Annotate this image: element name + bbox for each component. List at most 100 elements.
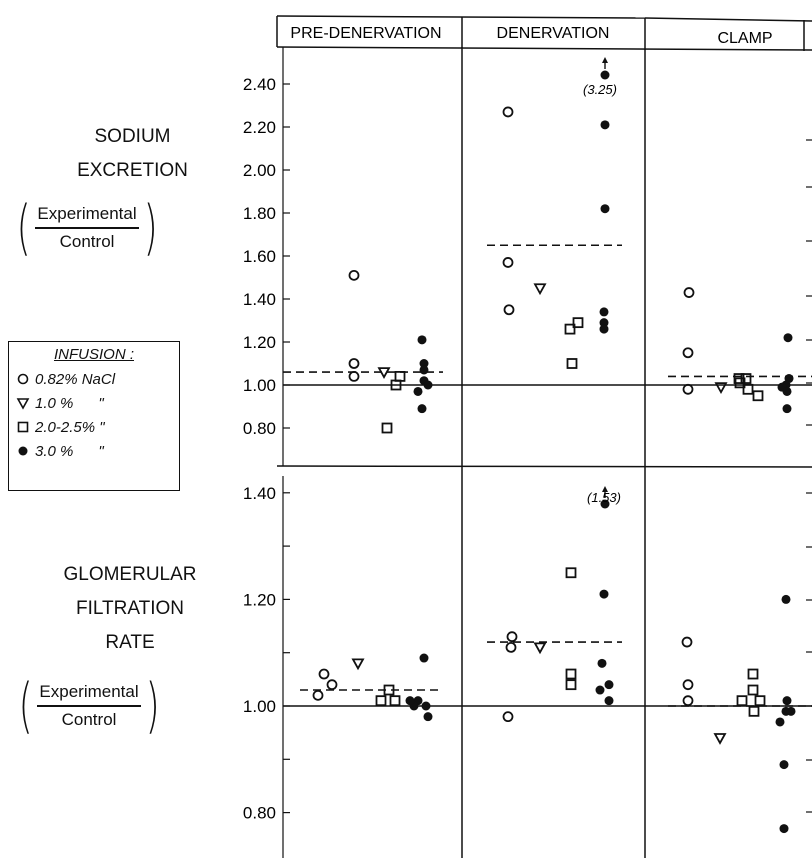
group-headers: PRE-DENERVATION DENERVATION CLAMP bbox=[290, 25, 772, 47]
data-point-open-circle bbox=[348, 358, 360, 369]
data-point-filled-circle bbox=[419, 365, 429, 375]
y-tick-label: 1.00 bbox=[243, 376, 276, 395]
gfr-label-line3: RATE bbox=[105, 632, 155, 653]
left-paren: ( bbox=[16, 193, 31, 263]
data-point-open-circle bbox=[682, 347, 694, 359]
legend-label: 2.0-2.5% " bbox=[35, 418, 105, 436]
right-paren: ) bbox=[143, 193, 158, 263]
data-point-open-circle bbox=[348, 370, 360, 382]
data-point-filled-circle bbox=[423, 380, 433, 390]
header-border bbox=[276, 46, 812, 51]
sodium-excretion-label: SODIUM EXCRETION bbox=[40, 122, 225, 186]
open-square-icon bbox=[17, 421, 29, 433]
data-point-open-square bbox=[736, 695, 748, 707]
gfr-label-line1: GLOMERULAR bbox=[63, 564, 197, 585]
data-point-open-circle bbox=[682, 383, 694, 395]
sodium-label-line1: SODIUM bbox=[94, 126, 171, 147]
annotation-gfr-153: (1.53) bbox=[587, 490, 621, 505]
header-border bbox=[644, 17, 812, 22]
annotations: (3.25) (1.53) bbox=[583, 82, 621, 505]
data-point-filled-circle bbox=[783, 333, 793, 343]
y-tick-label: 1.20 bbox=[243, 590, 276, 609]
panel-frame bbox=[276, 15, 812, 858]
legend-label: 1.0 % " bbox=[35, 394, 104, 412]
data-point-filled-circle bbox=[782, 404, 792, 414]
data-point-filled-circle bbox=[417, 335, 427, 345]
data-point-open-square bbox=[565, 567, 577, 579]
data-point-open-square bbox=[747, 668, 759, 680]
data-point-filled-circle bbox=[419, 359, 429, 368]
y-tick-label: 0.80 bbox=[243, 804, 276, 823]
y-tick-label: 1.00 bbox=[243, 697, 276, 716]
header-denervation: DENERVATION bbox=[497, 25, 610, 42]
legend-item: 3.0 % " bbox=[15, 439, 173, 463]
ylabel-denominator: Control bbox=[61, 710, 117, 729]
legend-label: 0.82% NaCl bbox=[35, 370, 116, 388]
off-scale-arrowhead bbox=[602, 486, 608, 492]
data-point-open-circle bbox=[682, 679, 694, 691]
data-point-open-square bbox=[748, 705, 760, 717]
legend-label: 3.0 % " bbox=[35, 442, 104, 460]
data-point-open-square bbox=[747, 684, 759, 696]
data-point-open-circle bbox=[681, 636, 693, 648]
data-point-filled-circle bbox=[599, 307, 609, 317]
legend-item: 2.0-2.5% " bbox=[15, 415, 173, 439]
data-point-filled-circle bbox=[599, 318, 609, 328]
data-point-open-square bbox=[565, 668, 577, 680]
data-point-open-circle bbox=[502, 106, 514, 118]
data-point-open-square bbox=[752, 390, 764, 402]
data-point-filled-circle bbox=[597, 658, 607, 668]
data-point-filled-circle bbox=[599, 589, 609, 599]
open-circle-icon bbox=[17, 373, 29, 385]
data-point-filled-circle bbox=[604, 696, 614, 706]
data-point-filled-circle bbox=[786, 706, 796, 716]
y-tick-label: 1.20 bbox=[243, 333, 276, 352]
data-point-open-circle bbox=[326, 679, 338, 691]
data-point-filled-circle bbox=[779, 824, 789, 834]
data-point-open-square bbox=[564, 323, 576, 335]
sodium-label-line2: EXCRETION bbox=[77, 160, 188, 181]
data-point-open-square bbox=[566, 358, 578, 369]
data-point-open-circle bbox=[318, 668, 330, 680]
y-axis-sodium: 2.40 2.20 2.00 1.80 1.60 1.40 1.20 1.00 0.80 bbox=[243, 75, 290, 438]
data-point-filled-circle bbox=[405, 696, 415, 706]
data-point-filled-circle bbox=[779, 760, 789, 770]
left-paren: ( bbox=[18, 671, 33, 741]
data-point-open-triangle bbox=[377, 367, 391, 379]
data-point-open-circle bbox=[502, 711, 514, 723]
y-tick-label: 2.20 bbox=[243, 118, 276, 137]
y-tick-label: 1.40 bbox=[243, 290, 276, 309]
ylabel-numerator: Experimental bbox=[37, 682, 141, 707]
data-point-open-circle bbox=[505, 641, 517, 653]
panel-separator bbox=[276, 465, 812, 468]
data-point-open-circle bbox=[348, 269, 360, 281]
y-tick-label: 2.40 bbox=[243, 75, 276, 94]
data-point-open-triangle bbox=[533, 642, 547, 655]
data-point-open-square bbox=[572, 317, 584, 329]
open-triangle-icon bbox=[16, 398, 30, 410]
right-paren: ) bbox=[145, 671, 160, 741]
y-tick-label: 2.00 bbox=[243, 161, 276, 180]
data-point-open-square bbox=[754, 695, 766, 707]
data-point-open-circle bbox=[506, 631, 518, 643]
data-point-filled-circle bbox=[775, 717, 785, 727]
y-tick-label: 1.60 bbox=[243, 247, 276, 266]
data-point-open-square bbox=[742, 383, 754, 395]
filled-circle-icon bbox=[18, 446, 28, 456]
data-point-filled-circle bbox=[599, 324, 609, 334]
data-point-filled-circle bbox=[423, 712, 433, 722]
data-point-filled-circle bbox=[600, 120, 610, 130]
header-border bbox=[276, 15, 646, 19]
data-point-open-circle bbox=[503, 304, 515, 316]
header-pre-denervation: PRE-DENERVATION bbox=[290, 25, 441, 42]
data-point-open-square bbox=[389, 695, 401, 707]
data-point-open-triangle bbox=[713, 733, 727, 745]
data-point-open-square bbox=[390, 379, 402, 391]
y-axis-gfr: 1.40 1.20 1.00 0.80 bbox=[243, 484, 290, 823]
data-point-open-circle bbox=[312, 689, 324, 701]
y-tick-label: 1.40 bbox=[243, 484, 276, 503]
data-point-filled-circle bbox=[413, 386, 423, 396]
data-point-open-square bbox=[734, 377, 746, 389]
sodium-ylabel-fraction: ( Experimental Control ) bbox=[12, 198, 162, 258]
